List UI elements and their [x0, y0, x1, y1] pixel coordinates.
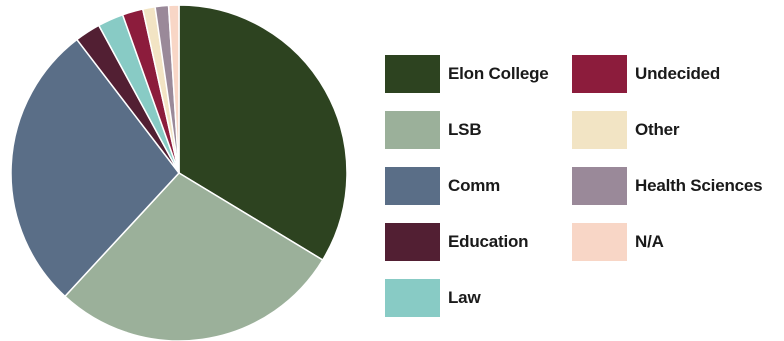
legend-label-other: Other — [635, 120, 680, 139]
legend-item-education: Education — [385, 223, 529, 261]
legend-item-elon-college: Elon College — [385, 55, 549, 93]
legend-item-law: Law — [385, 279, 481, 317]
legend-label-law: Law — [448, 288, 481, 307]
legend-label-undecided: Undecided — [635, 64, 721, 83]
legend-swatch-comm — [385, 167, 440, 205]
legend-swatch-health-sciences — [572, 167, 627, 205]
legend-item-other: Other — [572, 111, 680, 149]
legend-swatch-law — [385, 279, 440, 317]
legend-label-health-sciences: Health Sciences — [635, 176, 763, 195]
legend-item-undecided: Undecided — [572, 55, 720, 93]
legend-swatch-other — [572, 111, 627, 149]
legend-item-n-a: N/A — [572, 223, 664, 261]
legend-swatch-undecided — [572, 55, 627, 93]
legend-item-lsb: LSB — [385, 111, 482, 149]
legend-label-elon-college: Elon College — [448, 64, 549, 83]
legend-label-lsb: LSB — [448, 120, 482, 139]
legend-label-comm: Comm — [448, 176, 501, 195]
pie-slice-lsb — [64, 172, 324, 341]
legend-swatch-education — [385, 223, 440, 261]
pie-slice-elon-college — [178, 4, 348, 261]
pie-slice-comm — [10, 38, 180, 298]
pie-slice-n-a — [167, 4, 180, 174]
legend-swatch-n-a — [572, 223, 627, 261]
legend-swatch-lsb — [385, 111, 440, 149]
legend-swatch-elon-college — [385, 55, 440, 93]
legend-item-comm: Comm — [385, 167, 500, 205]
legend-label-n-a: N/A — [635, 232, 664, 251]
legend-item-health-sciences: Health Sciences — [572, 167, 763, 205]
pie-chart — [10, 4, 348, 341]
legend-label-education: Education — [448, 232, 529, 251]
